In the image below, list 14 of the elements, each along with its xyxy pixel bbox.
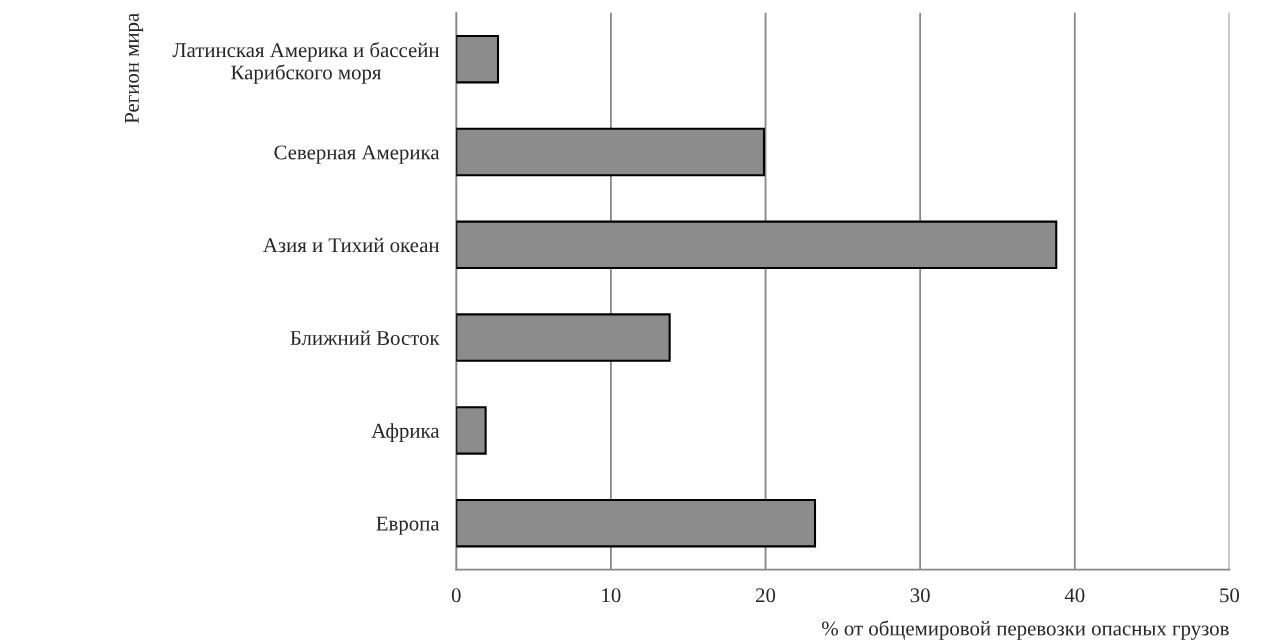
y-tick-label: Азия и Тихий океан xyxy=(263,237,440,253)
y-tick-label: Северная Америка xyxy=(274,145,440,164)
x-tick-label: 20 xyxy=(756,588,776,603)
y-axis-title: Регион мира xyxy=(125,13,144,124)
x-tick-label: 50 xyxy=(1220,588,1240,603)
x-tick-label: 10 xyxy=(602,588,621,603)
y-tick-label: Латинская Америка и бассейн Карибского моря xyxy=(172,42,440,84)
x-axis-title: % от общемировой перевозки опасных грузов xyxy=(822,620,1229,640)
x-tick-label: 30 xyxy=(910,588,930,603)
y-tick-label: Ближний Восток xyxy=(290,330,440,346)
x-tick-label: 0 xyxy=(451,588,461,603)
y-tick-label: Европа xyxy=(376,516,440,535)
y-tick-label: Африка xyxy=(371,423,440,443)
x-tick-label: 40 xyxy=(1064,588,1085,603)
